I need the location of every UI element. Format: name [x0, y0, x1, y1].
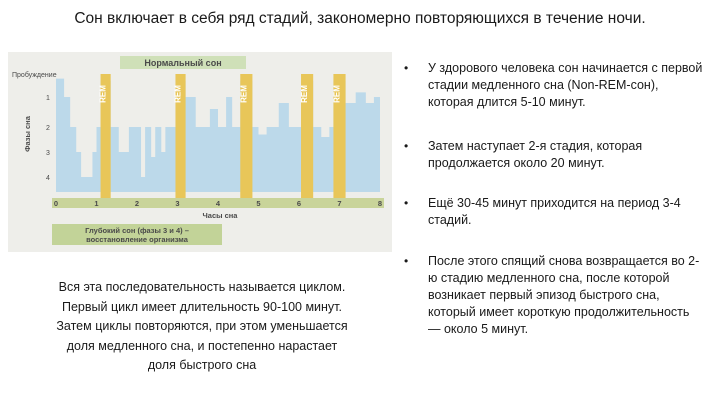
rem-label: REM	[174, 85, 183, 103]
caption-line: доля медленного сна, и постепенно нараст…	[66, 338, 338, 353]
sleep-stage-chart-svg: Нормальный сон REM REM REM REM REM Фазы сна Про…	[12, 56, 384, 245]
x-axis-label: Часы сна	[203, 211, 239, 220]
bullet-text: Ещё 30-45 минут приходится на период 3-4…	[428, 196, 681, 227]
y-axis-label: Фазы сна	[23, 115, 32, 152]
x-axis-bar	[52, 198, 384, 208]
x-tick-label: 8	[378, 199, 382, 208]
x-tick-label: 3	[175, 199, 179, 208]
bullet-text: Затем наступает 2-я стадия, которая прод…	[428, 139, 643, 170]
bullet-marker: •	[404, 61, 409, 75]
sleep-stage-area	[56, 78, 380, 192]
rem-bar	[240, 74, 253, 198]
chart-title-band	[120, 56, 246, 69]
x-tick-label: 2	[135, 199, 139, 208]
bullet-marker: •	[404, 196, 409, 210]
caption-line: Затем циклы повторяются, при этом уменьш…	[56, 319, 348, 333]
rem-label: REM	[300, 85, 309, 103]
rem-bar	[100, 74, 111, 198]
sleep-stage-chart: Нормальный сон REM REM REM REM REM Фазы сна Про…	[8, 52, 392, 252]
y-tick-label: 4	[46, 175, 50, 182]
deep-sleep-annotation-line: восстановление организма	[86, 235, 189, 244]
rem-bar	[175, 74, 186, 198]
deep-sleep-annotation-line: Глубокий сон (фазы 3 и 4) –	[85, 226, 189, 235]
y-tick-label: 1	[46, 95, 50, 102]
rem-bar	[333, 74, 346, 198]
deep-sleep-annotation-box	[52, 224, 222, 245]
caption-line: Первый цикл имеет длительность 90-100 ми…	[62, 299, 342, 314]
caption-line: Вся эта последовательность называется ци…	[58, 280, 346, 294]
bullet-marker: •	[404, 139, 409, 153]
rem-label: REM	[239, 85, 248, 103]
rem-label: REM	[333, 85, 342, 103]
caption-line: доля быстрого сна	[147, 358, 257, 372]
bullet-text: После этого спящий снова возвращается во…	[428, 254, 700, 336]
rem-bar	[301, 74, 314, 198]
cycle-caption: Вся эта последовательность называется ци…	[14, 278, 390, 376]
x-tick-label: 0	[54, 199, 58, 208]
x-tick-label: 7	[337, 199, 341, 208]
bullet-marker: •	[404, 254, 409, 268]
slide-title: Сон включает в себя ряд стадий, закономе…	[74, 10, 646, 27]
bullet-text: У здорового человека сон начинается с пе…	[428, 61, 703, 109]
y-tick-label: 2	[46, 125, 50, 132]
rem-label: REM	[99, 85, 108, 103]
chart-title: Нормальный сон	[144, 58, 221, 68]
y-tick-label: 3	[46, 150, 50, 157]
x-tick-label: 5	[256, 199, 260, 208]
y-tick-label: Пробуждение	[12, 71, 57, 79]
x-tick-label: 6	[297, 199, 301, 208]
x-tick-label: 1	[94, 199, 98, 208]
x-tick-label: 4	[216, 199, 221, 208]
